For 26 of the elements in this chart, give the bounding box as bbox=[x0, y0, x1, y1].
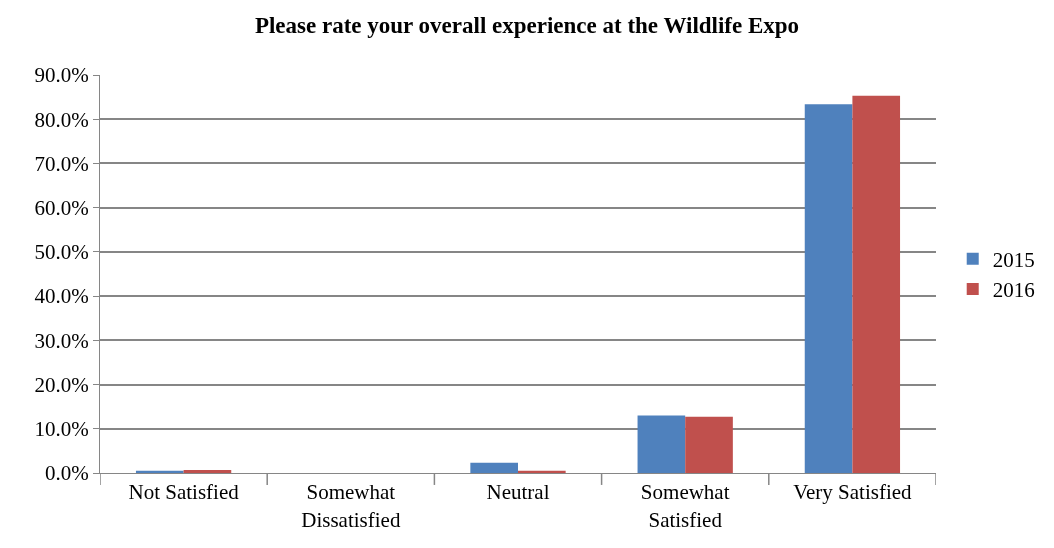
y-tick-label: 80.0% bbox=[34, 107, 89, 132]
y-tick-label: 50.0% bbox=[34, 240, 89, 265]
bar bbox=[470, 462, 518, 473]
x-tick-label: Very Satisfied bbox=[793, 480, 913, 505]
legend-label: 2016 bbox=[992, 278, 1035, 303]
y-tick-label: 30.0% bbox=[34, 328, 89, 353]
y-tick-label: 60.0% bbox=[34, 196, 89, 221]
bar bbox=[183, 469, 232, 473]
y-tick-label: 40.0% bbox=[34, 284, 89, 309]
x-tick-label: Not Satisfied bbox=[128, 480, 240, 505]
y-tick-label: 10.0% bbox=[34, 417, 89, 442]
chart-title: Please rate your overall experience at the Wildlife Expo bbox=[254, 12, 800, 38]
bar bbox=[804, 104, 853, 473]
bar bbox=[685, 416, 733, 473]
x-tick-label: Somewhat Satisfied bbox=[640, 480, 730, 532]
bar bbox=[518, 470, 566, 473]
legend-label: 2015 bbox=[992, 247, 1035, 272]
y-tick-label: 20.0% bbox=[34, 372, 89, 397]
y-tick-label: 70.0% bbox=[34, 151, 89, 176]
x-tick-label: Neutral bbox=[486, 480, 550, 505]
bar bbox=[135, 470, 184, 473]
bar bbox=[852, 95, 901, 473]
y-tick-label: 0.0% bbox=[45, 461, 89, 486]
y-tick-label: 90.0% bbox=[34, 63, 89, 88]
x-tick-label: Somewhat Dissatisfied bbox=[301, 480, 401, 532]
bar bbox=[637, 415, 686, 473]
